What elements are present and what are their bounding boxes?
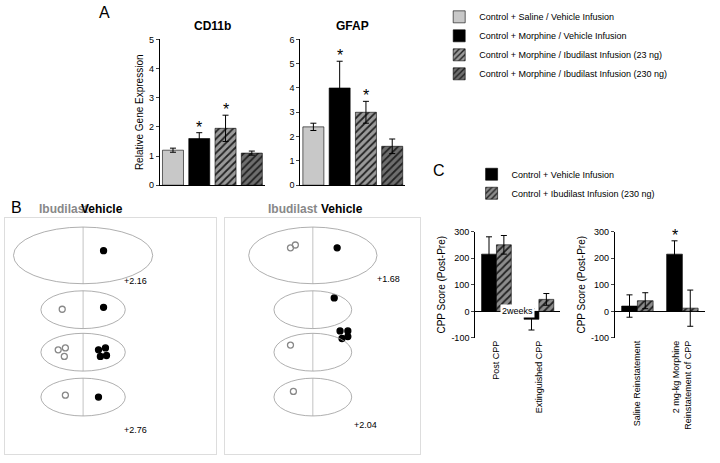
- svg-text:Relative Gene Expression: Relative Gene Expression: [134, 54, 145, 170]
- svg-text:Control + Morphine / Ibudilast: Control + Morphine / Ibudilast Infusion …: [479, 69, 667, 79]
- svg-text:B: B: [11, 199, 22, 216]
- svg-text:5: 5: [289, 59, 294, 69]
- svg-text:*: *: [196, 119, 202, 136]
- svg-text:-100: -100: [451, 333, 469, 343]
- svg-text:2weeks: 2weeks: [502, 306, 533, 316]
- svg-text:200: 200: [454, 253, 469, 263]
- svg-text:GFAP: GFAP: [336, 19, 369, 33]
- svg-text:Extinguished CPP: Extinguished CPP: [534, 341, 544, 414]
- svg-text:-100: -100: [591, 333, 609, 343]
- svg-text:2: 2: [289, 132, 294, 142]
- svg-text:CPP Score (Post-Pre): CPP Score (Post-Pre): [436, 236, 447, 334]
- svg-text:+2.04: +2.04: [354, 420, 377, 430]
- svg-text:Vehicle: Vehicle: [321, 202, 363, 216]
- svg-text:300: 300: [454, 227, 469, 237]
- svg-text:2: 2: [149, 122, 154, 132]
- svg-text:*: *: [672, 227, 678, 244]
- svg-text:+2.76: +2.76: [124, 425, 147, 435]
- svg-text:Control + Saline / Vehicle Inf: Control + Saline / Vehicle Infusion: [479, 12, 614, 22]
- svg-text:Post CPP: Post CPP: [491, 341, 501, 380]
- svg-text:CPP Score (Post-Pre): CPP Score (Post-Pre): [576, 236, 587, 334]
- svg-text:*: *: [223, 101, 229, 118]
- svg-text:0: 0: [289, 180, 294, 190]
- svg-text:3: 3: [289, 107, 294, 117]
- svg-text:3: 3: [149, 93, 154, 103]
- svg-text:4: 4: [149, 64, 154, 74]
- svg-text:Vehicle: Vehicle: [81, 202, 123, 216]
- svg-text:1: 1: [149, 151, 154, 161]
- svg-text:C: C: [433, 162, 445, 179]
- svg-text:Saline Reinstatement: Saline Reinstatement: [632, 340, 642, 426]
- svg-text:2 mg-kg MorphineReinstatement: 2 mg-kg MorphineReinstatement of CPP: [671, 341, 693, 430]
- svg-text:0: 0: [149, 180, 154, 190]
- svg-text:A: A: [99, 4, 110, 21]
- svg-text:200: 200: [594, 253, 609, 263]
- svg-text:300: 300: [594, 227, 609, 237]
- svg-text:Control + Morphine / Ibudilast: Control + Morphine / Ibudilast Infusion …: [479, 50, 662, 60]
- svg-text:0: 0: [604, 307, 609, 317]
- svg-text:Control + Vehicle Infusion: Control + Vehicle Infusion: [512, 170, 614, 180]
- svg-text:100: 100: [454, 280, 469, 290]
- svg-text:+1.68: +1.68: [377, 274, 400, 284]
- svg-text:100: 100: [594, 280, 609, 290]
- svg-text:0: 0: [464, 307, 469, 317]
- svg-text:CD11b: CD11b: [194, 19, 231, 33]
- svg-text:+2.16: +2.16: [124, 276, 147, 286]
- svg-text:Ibudilast: Ibudilast: [268, 202, 317, 216]
- svg-text:4: 4: [289, 83, 294, 93]
- svg-text:6: 6: [289, 35, 294, 45]
- svg-text:Ibudilast: Ibudilast: [39, 202, 88, 216]
- svg-text:1: 1: [289, 156, 294, 166]
- svg-text:*: *: [337, 47, 343, 64]
- svg-text:*: *: [363, 87, 369, 104]
- svg-text:Control + Morphine / Vehicle I: Control + Morphine / Vehicle Infusion: [479, 31, 626, 41]
- svg-text:Control + Ibudilast Infusion (: Control + Ibudilast Infusion (230 ng): [512, 189, 655, 199]
- svg-text:5: 5: [149, 35, 154, 45]
